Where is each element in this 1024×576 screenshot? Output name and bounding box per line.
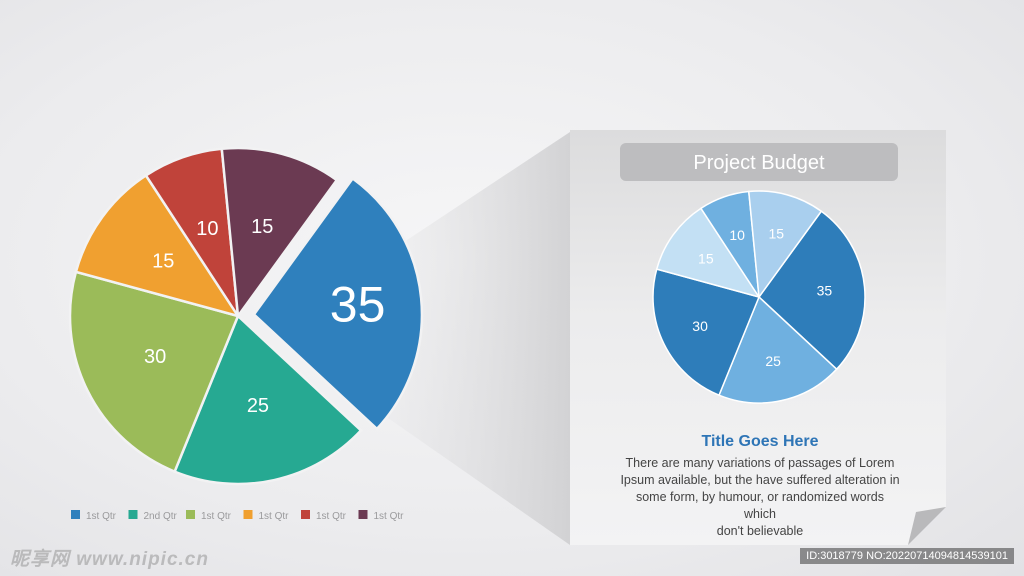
page-curl — [908, 507, 946, 545]
legend-label: 1st Qtr — [86, 511, 117, 522]
main-pie-slice — [74, 173, 241, 319]
budget-pie-slice — [652, 268, 761, 397]
main-pie-slice — [68, 270, 240, 474]
legend-label: 1st Qtr — [201, 511, 232, 522]
legend-swatch — [186, 510, 195, 519]
budget-pie-slice — [655, 207, 761, 299]
legend-swatch — [358, 510, 368, 519]
budget-pie-value-label: 15 — [768, 226, 784, 242]
callout-heading: Title Goes Here — [701, 433, 819, 450]
budget-pie-value-label: 15 — [698, 250, 714, 266]
budget-pie-value-label: 25 — [765, 353, 781, 369]
budget-pie-value-label: 10 — [729, 227, 745, 243]
legend-item: 1st Qtr — [71, 510, 117, 522]
legend-swatch — [301, 510, 310, 519]
legend-item: 1st Qtr — [186, 510, 232, 522]
title-bar — [620, 143, 898, 181]
main-pie-value-label: 10 — [196, 218, 218, 240]
main-pie-value-label: 25 — [247, 395, 269, 417]
budget-pie-slice — [758, 210, 866, 371]
legend-item: 1st Qtr — [301, 510, 347, 522]
legend-item: 2nd Qtr — [128, 510, 178, 522]
legend-label: 1st Qtr — [259, 511, 290, 522]
legend-label: 2nd Qtr — [144, 511, 178, 522]
chart-title: Project Budget — [693, 152, 825, 174]
legend-swatch — [71, 510, 80, 519]
legend-item: 1st Qtr — [358, 510, 405, 522]
legend-item: 1st Qtr — [243, 510, 290, 522]
main-pie-value-label: 35 — [330, 276, 386, 332]
legend-label: 1st Qtr — [316, 511, 347, 522]
watermark-logo: 昵享网 www.nipic.cn — [10, 549, 209, 570]
budget-pie-value-label: 30 — [692, 318, 708, 334]
zoom-beam — [388, 132, 570, 545]
callout-body: There are many variations of passages of… — [620, 456, 900, 538]
main-pie-value-label: 30 — [144, 346, 166, 368]
legend-label: 1st Qtr — [374, 511, 405, 522]
legend-swatch — [128, 510, 138, 519]
main-pie-slice — [252, 176, 424, 431]
main-pie-value-label: 15 — [251, 216, 273, 238]
budget-pie-value-label: 35 — [817, 283, 833, 299]
legend-swatch — [243, 510, 253, 519]
watermark-id: ID:3018779 NO:20220714094814539101 — [800, 548, 1014, 564]
budget-pie-slice — [747, 190, 823, 300]
main-pie-value-label: 15 — [152, 251, 174, 273]
main-pie-slice — [220, 146, 339, 320]
